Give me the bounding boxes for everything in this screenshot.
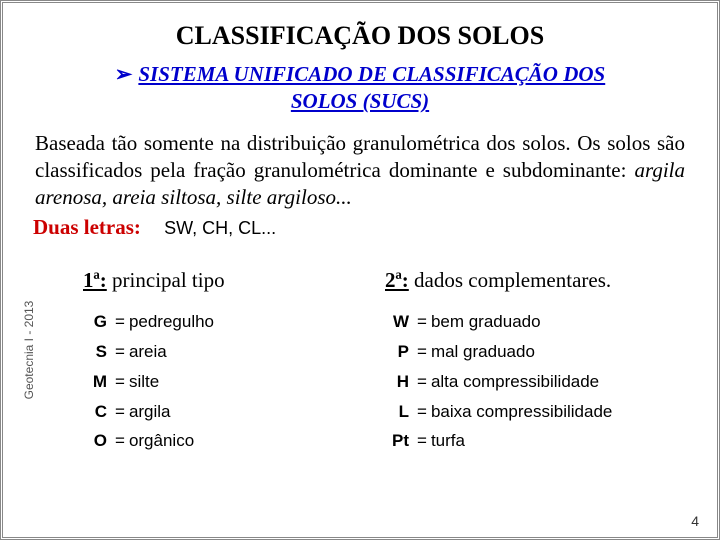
letter-symbol: G [83,307,111,337]
column-2: 2ª: dados complementares. W=bem graduado… [385,268,687,456]
letter-desc: alta compressibilidade [431,367,599,397]
page-number: 4 [691,513,699,529]
equals-sign: = [111,337,129,367]
equals-sign: = [111,307,129,337]
letter-symbol: C [83,397,111,427]
letter-symbol: L [385,397,413,427]
columns-container: 1ª: principal tipo G=pedregulho S=areia … [33,268,687,456]
column-1: 1ª: principal tipo G=pedregulho S=areia … [83,268,385,456]
subtitle-line1: SISTEMA UNIFICADO DE CLASSIFICAÇÃO DOS [138,62,605,86]
col2-header: 2ª: dados complementares. [385,268,687,293]
list-item: Pt=turfa [385,426,687,456]
slide-frame: CLASSIFICAÇÃO DOS SOLOS ➢SISTEMA UNIFICA… [0,0,720,540]
list-item: L=baixa compressibilidade [385,397,687,427]
letter-desc: argila [129,397,171,427]
body-paragraph: Baseada tão somente na distribuição gran… [33,130,687,212]
letter-symbol: O [83,426,111,456]
letter-desc: pedregulho [129,307,214,337]
sidebar-label: Geotecnia I - 2013 [22,260,36,440]
letter-symbol: W [385,307,413,337]
list-item: O=orgânico [83,426,385,456]
equals-sign: = [413,426,431,456]
slide-title: CLASSIFICAÇÃO DOS SOLOS [33,21,687,51]
equals-sign: = [111,397,129,427]
list-item: P=mal graduado [385,337,687,367]
subtitle-line2: SOLOS (SUCS) [291,89,429,113]
list-item: M=silte [83,367,385,397]
equals-sign: = [413,307,431,337]
letter-desc: orgânico [129,426,194,456]
equals-sign: = [413,367,431,397]
letter-symbol: P [385,337,413,367]
equals-sign: = [413,397,431,427]
col1-list: G=pedregulho S=areia M=silte C=argila O=… [83,307,385,456]
letter-symbol: M [83,367,111,397]
letter-desc: mal graduado [431,337,535,367]
slide-subtitle: ➢SISTEMA UNIFICADO DE CLASSIFICAÇÃO DOS … [33,61,687,116]
letter-symbol: S [83,337,111,367]
letter-desc: bem graduado [431,307,541,337]
letter-desc: baixa compressibilidade [431,397,612,427]
equals-sign: = [111,367,129,397]
col2-rest: dados complementares. [409,268,611,292]
two-letters-examples: SW, CH, CL... [164,218,276,238]
list-item: H=alta compressibilidade [385,367,687,397]
letter-symbol: Pt [385,426,413,456]
letter-desc: turfa [431,426,465,456]
list-item: S=areia [83,337,385,367]
bullet-arrow-icon: ➢ [115,62,133,86]
col1-header: 1ª: principal tipo [83,268,385,293]
body-plain: Baseada tão somente na distribuição gran… [35,131,685,182]
col1-ordinal: 1ª: [83,268,107,292]
letter-desc: areia [129,337,167,367]
letter-symbol: H [385,367,413,397]
col2-ordinal: 2ª: [385,268,409,292]
equals-sign: = [413,337,431,367]
list-item: W=bem graduado [385,307,687,337]
equals-sign: = [111,426,129,456]
two-letters-line: Duas letras: SW, CH, CL... [33,215,687,240]
two-letters-label: Duas letras: [33,215,141,239]
list-item: G=pedregulho [83,307,385,337]
list-item: C=argila [83,397,385,427]
letter-desc: silte [129,367,159,397]
col1-rest: principal tipo [107,268,225,292]
col2-list: W=bem graduado P=mal graduado H=alta com… [385,307,687,456]
